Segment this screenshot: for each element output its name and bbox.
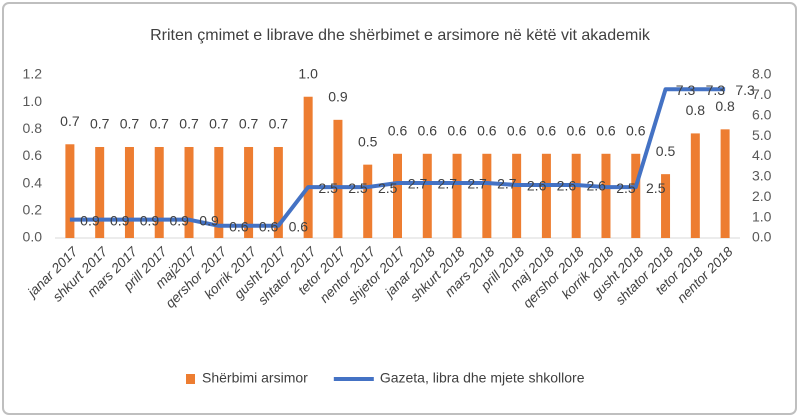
bar-value-label: 0.6: [477, 122, 497, 138]
bar: [422, 153, 432, 238]
line-value-label: 2.7: [408, 176, 428, 192]
bar-value-label: 0.6: [418, 122, 438, 138]
y-tick-label: 0.0: [23, 229, 43, 245]
bar: [65, 144, 75, 238]
line-value-label: 0.6: [229, 218, 249, 234]
line-value-label: 0.6: [259, 218, 279, 234]
bar-value-label: 0.6: [596, 122, 616, 138]
y2-tick-label: 1.0: [752, 208, 772, 224]
bar: [690, 133, 700, 238]
y-tick-label: 0.8: [23, 120, 43, 136]
bar: [720, 129, 730, 238]
bar-value-label: 0.6: [537, 122, 557, 138]
bar: [393, 153, 402, 238]
line-value-label: 2.7: [438, 176, 458, 192]
bar-value-label: 0.9: [328, 89, 348, 105]
y-tick-label: 0.2: [23, 202, 43, 218]
y-tick-label: 0.4: [23, 174, 43, 190]
line: [69, 87, 726, 228]
line-value-label: 2.5: [378, 180, 398, 196]
bar: [631, 153, 641, 238]
line-value-label: 7.3: [735, 82, 755, 98]
line-value-label: 0.9: [199, 212, 219, 228]
bar: [571, 153, 581, 238]
line-value-label: 0.9: [110, 212, 130, 228]
bar-value-label: 0.6: [447, 122, 467, 138]
bar-value-label: 0.6: [388, 122, 408, 138]
y2-tick-label: 8.0: [752, 66, 772, 82]
y2-tick-label: 3.0: [752, 168, 772, 184]
y2-tick-label: 0.0: [752, 229, 772, 245]
bar-value-label: 0.8: [715, 98, 735, 114]
bar-value-label: 0.8: [686, 102, 706, 118]
line-value-label: 2.6: [586, 178, 606, 194]
y-tick-label: 1.0: [23, 93, 43, 109]
bar-value-label: 0.7: [60, 113, 80, 129]
line-value-label: 2.5: [348, 180, 368, 196]
bar-value-label: 0.7: [239, 116, 259, 132]
bar-value-label: 1.0: [298, 65, 318, 81]
bar-value-label: 0.5: [656, 143, 676, 159]
line-value-label: 2.5: [616, 180, 636, 196]
line-value-label: 0.9: [140, 212, 160, 228]
bar: [273, 146, 283, 238]
bar: [541, 153, 551, 238]
bar: [333, 119, 343, 238]
bar: [601, 153, 611, 238]
bar-value-label: 0.6: [626, 122, 646, 138]
line-value-label: 7.3: [676, 82, 696, 98]
line-value-label: 2.5: [646, 180, 666, 196]
bar: [124, 146, 134, 238]
line-value-label: 2.7: [467, 176, 487, 192]
y2-tick-label: 5.0: [752, 127, 772, 143]
y2-tick-label: 2.0: [752, 188, 772, 204]
line-value-label: 0.9: [80, 212, 100, 228]
line-value-label: 2.6: [527, 178, 547, 194]
y-tick-label: 1.2: [23, 66, 43, 82]
bar-value-label: 0.7: [179, 116, 199, 132]
bar: [303, 96, 313, 238]
bar-value-label: 0.7: [209, 116, 229, 132]
line-value-label: 0.9: [170, 212, 190, 228]
y2-tick-label: 7.0: [752, 86, 772, 102]
bar: [482, 153, 492, 238]
bar: [363, 164, 373, 238]
bar: [95, 146, 105, 238]
legend-label: Gazeta, libra dhe mjete shkollore: [380, 370, 585, 386]
bar: [214, 146, 224, 238]
y2-tick-label: 6.0: [752, 106, 772, 122]
bar-value-label: 0.5: [358, 133, 378, 149]
legend-swatch: [186, 374, 195, 384]
bar: [154, 146, 164, 238]
bar-value-label: 0.6: [566, 122, 586, 138]
bar-value-label: 0.7: [269, 116, 289, 132]
chart-title: Rriten çmimet e librave dhe shërbimet e …: [150, 27, 651, 44]
bar: [661, 174, 671, 238]
y2-tick-label: 4.0: [752, 147, 772, 163]
bar: [184, 146, 194, 238]
bar-value-label: 0.7: [120, 116, 140, 132]
line-value-label: 0.6: [289, 218, 309, 234]
line-value-label: 2.6: [557, 178, 577, 194]
legend-label: Shërbimi arsimor: [202, 370, 308, 386]
bar-value-label: 0.7: [150, 116, 170, 132]
line-value-label: 2.7: [497, 176, 517, 192]
bar: [512, 153, 522, 238]
line-value-label: 7.3: [706, 82, 726, 98]
y-tick-label: 0.6: [23, 147, 43, 163]
bar-value-label: 0.6: [507, 122, 527, 138]
bar: [244, 146, 254, 238]
bar-value-label: 0.7: [90, 116, 110, 132]
bar: [452, 153, 462, 238]
line-value-label: 2.5: [318, 180, 338, 196]
